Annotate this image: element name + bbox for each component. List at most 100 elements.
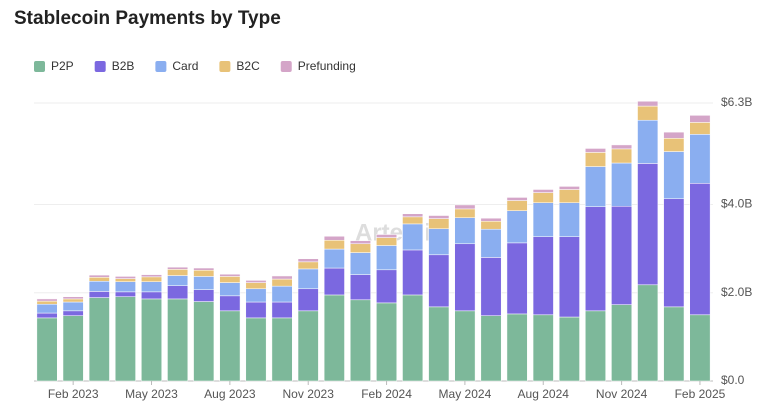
bar-segment <box>350 240 371 245</box>
bar-segment <box>167 275 189 286</box>
y-tick-label: $6.3B <box>721 95 752 109</box>
bar-segment <box>532 314 554 382</box>
bar-segment <box>506 210 528 244</box>
bar-segment <box>454 204 476 210</box>
bar-segment <box>88 274 110 278</box>
bar-segment <box>558 202 580 237</box>
bar-segment <box>611 162 633 207</box>
bar-segment <box>323 236 345 241</box>
bar-segment <box>245 317 267 382</box>
x-tick-label: Aug 2024 <box>518 387 570 401</box>
bar-segment <box>36 298 58 302</box>
bar-segment <box>167 266 189 270</box>
bar-segment <box>402 223 424 251</box>
x-tick-label: May 2024 <box>439 387 492 401</box>
bar-segment <box>585 166 606 207</box>
bar-segment <box>193 301 215 382</box>
legend-label: B2C <box>236 59 260 73</box>
bar-segment <box>480 217 502 222</box>
bar-segment <box>271 301 293 319</box>
legend-swatch <box>155 61 167 72</box>
bar-segment <box>689 122 711 135</box>
bar-segment <box>245 288 267 303</box>
bar-segment <box>88 297 110 382</box>
bar-segment <box>114 278 136 282</box>
bar-segment <box>88 281 110 292</box>
bar-segment <box>454 217 476 245</box>
bar-segment <box>428 228 450 256</box>
bar-segment <box>402 294 424 382</box>
bar-segment <box>532 192 554 203</box>
bar-segment <box>167 285 189 300</box>
x-tick-label: Aug 2023 <box>204 387 256 401</box>
bar-segment <box>402 216 424 225</box>
legend-swatch <box>94 61 106 72</box>
bar-segment <box>141 281 162 293</box>
bar-segment <box>689 115 711 123</box>
bar-segment <box>585 152 606 167</box>
y-tick-label: $4.0B <box>721 197 752 211</box>
bar-segment <box>36 312 58 319</box>
bar-segment <box>558 316 580 382</box>
bar-segment <box>506 313 528 382</box>
bar-segment <box>141 291 162 300</box>
bar-segment <box>454 310 476 382</box>
bar-segment <box>376 237 397 246</box>
bar-segment <box>245 301 267 319</box>
bar-segment <box>323 267 345 296</box>
bar-segment <box>376 302 397 382</box>
bar-segment <box>454 243 476 312</box>
x-tick-label: May 2023 <box>125 387 178 401</box>
bar-segment <box>62 301 84 312</box>
bar-segment <box>637 119 659 164</box>
bar-segment <box>663 306 685 382</box>
bar-segment <box>350 299 371 382</box>
bar-segment <box>663 151 685 200</box>
bar-segment <box>114 296 136 382</box>
bar-segment <box>689 134 711 184</box>
bar-segment <box>480 228 502 258</box>
x-tick-label: Feb 2024 <box>361 387 412 401</box>
bar-segment <box>114 276 136 279</box>
bar-segment <box>88 277 110 282</box>
bar-segment <box>611 206 633 305</box>
bar-segment <box>114 281 136 293</box>
bar-segment <box>376 269 397 304</box>
bar-segment <box>402 249 424 296</box>
bar-segment <box>167 298 189 382</box>
bar-segment <box>271 285 293 303</box>
y-tick-label: $2.0B <box>721 285 752 299</box>
bar-segment <box>193 269 215 277</box>
bar-segment <box>271 317 293 382</box>
bar-segment <box>532 189 554 193</box>
x-tick-label: Feb 2023 <box>48 387 99 401</box>
bar-segment <box>637 284 659 382</box>
bar-segment <box>297 268 319 290</box>
bar-segment <box>193 276 215 290</box>
bar-segment <box>480 315 502 382</box>
bar-segment <box>62 296 84 300</box>
bar-segment <box>585 310 606 382</box>
bar-segment <box>323 248 345 269</box>
bar-segment <box>506 200 528 211</box>
bar-segment <box>611 304 633 382</box>
x-tick-label: Nov 2024 <box>596 387 648 401</box>
bar-segment <box>271 278 293 287</box>
bar-segment <box>323 294 345 382</box>
bar-segment <box>141 298 162 382</box>
bar-segment <box>558 189 580 203</box>
bar-segment <box>376 245 397 271</box>
bar-segment <box>689 314 711 382</box>
bar-segment <box>585 148 606 153</box>
bar-segment <box>323 239 345 250</box>
bar-segment <box>219 276 241 283</box>
bar-segment <box>663 198 685 308</box>
bar-segment <box>532 202 554 237</box>
bar-segment <box>297 310 319 382</box>
legend-swatch <box>219 61 231 72</box>
bar-segment <box>350 274 371 301</box>
bar-segment <box>219 295 241 312</box>
bar-segment <box>611 148 633 164</box>
chart-title: Stablecoin Payments by Type <box>14 8 281 29</box>
